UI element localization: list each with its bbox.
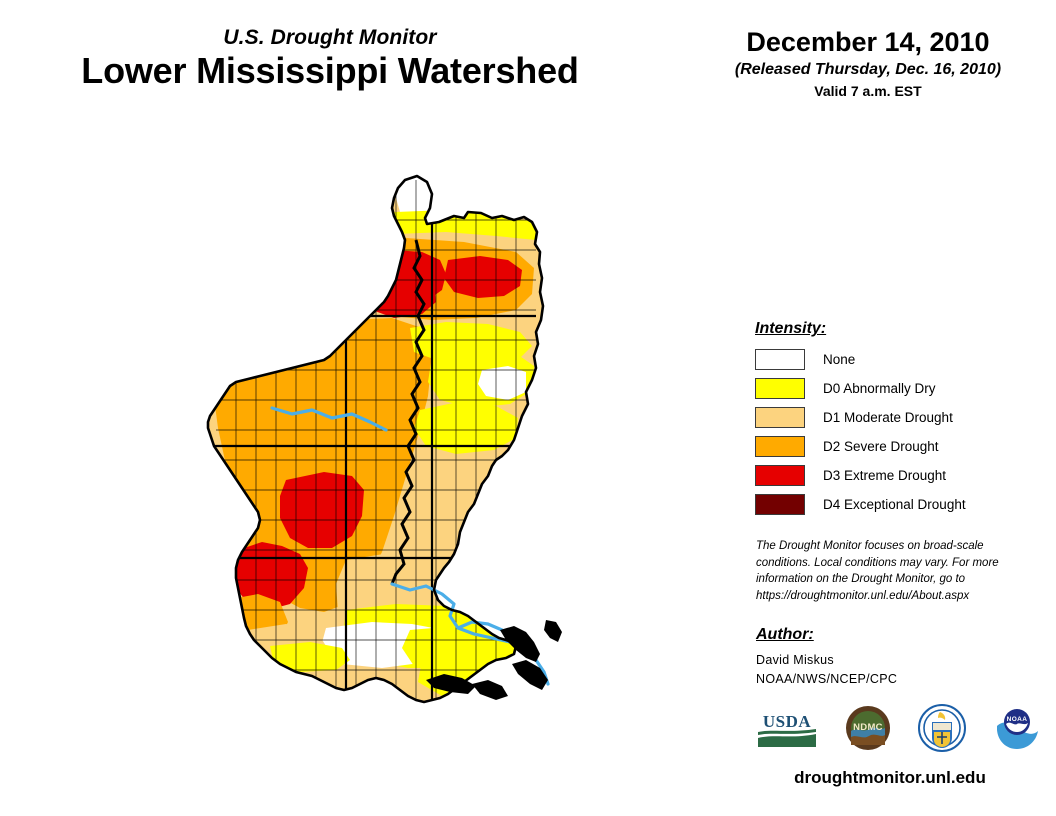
author-title: Author: (756, 626, 814, 643)
author-name: David Miskus (756, 653, 834, 667)
delta-marsh (426, 620, 562, 700)
legend-item-d0: D0 Abnormally Dry (755, 376, 1035, 401)
svg-text:USDA: USDA (763, 712, 812, 731)
map-date: December 14, 2010 (746, 27, 990, 57)
legend-swatch-none (755, 349, 805, 370)
legend-swatch-d4 (755, 494, 805, 515)
drought-monitor-note: The Drought Monitor focuses on broad-sca… (756, 538, 1024, 605)
usda-logo: USDA (756, 706, 818, 754)
legend-item-d1: D1 Moderate Drought (755, 405, 1035, 430)
legend-item-d2: D2 Severe Drought (755, 434, 1035, 459)
valid-time: Valid 7 a.m. EST (814, 83, 922, 100)
legend-label-none: None (823, 352, 856, 367)
legend-item-none: None (755, 347, 1035, 372)
release-date: (Released Thursday, Dec. 16, 2010) (734, 60, 1002, 78)
lower-mississippi-watershed-drought-map (196, 160, 596, 780)
header-right: December 14, 2010 (Released Thursday, De… (680, 27, 1056, 100)
footer-url[interactable]: droughtmonitor.unl.edu (794, 768, 986, 787)
noaa-logo: NOAA (993, 704, 1041, 757)
legend-title: Intensity: (755, 320, 827, 337)
svg-text:NDMC: NDMC (853, 722, 883, 733)
legend-label-d4: D4 Exceptional Drought (823, 497, 966, 512)
partner-logos: USDA NDMC (756, 702, 1041, 758)
author-affiliation: NOAA/NWS/NCEP/CPC (756, 671, 898, 686)
ndmc-logo: NDMC (845, 705, 891, 756)
legend-item-d3: D3 Extreme Drought (755, 463, 1035, 488)
legend-swatch-d3 (755, 465, 805, 486)
svg-text:NOAA: NOAA (1007, 716, 1028, 723)
note-line-1: The Drought Monitor focuses on broad-sca… (756, 540, 984, 552)
header-subtitle: U.S. Drought Monitor (223, 26, 437, 49)
legend-swatch-d1 (755, 407, 805, 428)
legend-swatch-d0 (755, 378, 805, 399)
page-title: Lower Mississippi Watershed (81, 50, 579, 92)
legend-label-d1: D1 Moderate Drought (823, 410, 953, 425)
mississippi-river (390, 239, 426, 585)
note-line-3: information on the Drought Monitor, go t… (756, 573, 966, 586)
legend-label-d0: D0 Abnormally Dry (823, 381, 936, 396)
author-block: Author: David Miskus NOAA/NWS/NCEP/CPC (756, 626, 1036, 689)
legend-label-d2: D2 Severe Drought (823, 439, 939, 454)
note-line-2: conditions. Local conditions may vary. F… (756, 556, 999, 569)
nws-logo (918, 703, 966, 757)
note-about-link[interactable]: https://droughtmonitor.unl.edu/About.asp… (756, 590, 970, 603)
legend-label-d3: D3 Extreme Drought (823, 468, 947, 483)
intensity-legend: Intensity: None D0 Abnormally Dry D1 Mod… (755, 320, 1035, 521)
legend-swatch-d2 (755, 436, 805, 457)
watershed-outline (206, 174, 545, 704)
legend-item-d4: D4 Exceptional Drought (755, 492, 1035, 517)
header-left: U.S. Drought Monitor Lower Mississippi W… (0, 26, 660, 91)
